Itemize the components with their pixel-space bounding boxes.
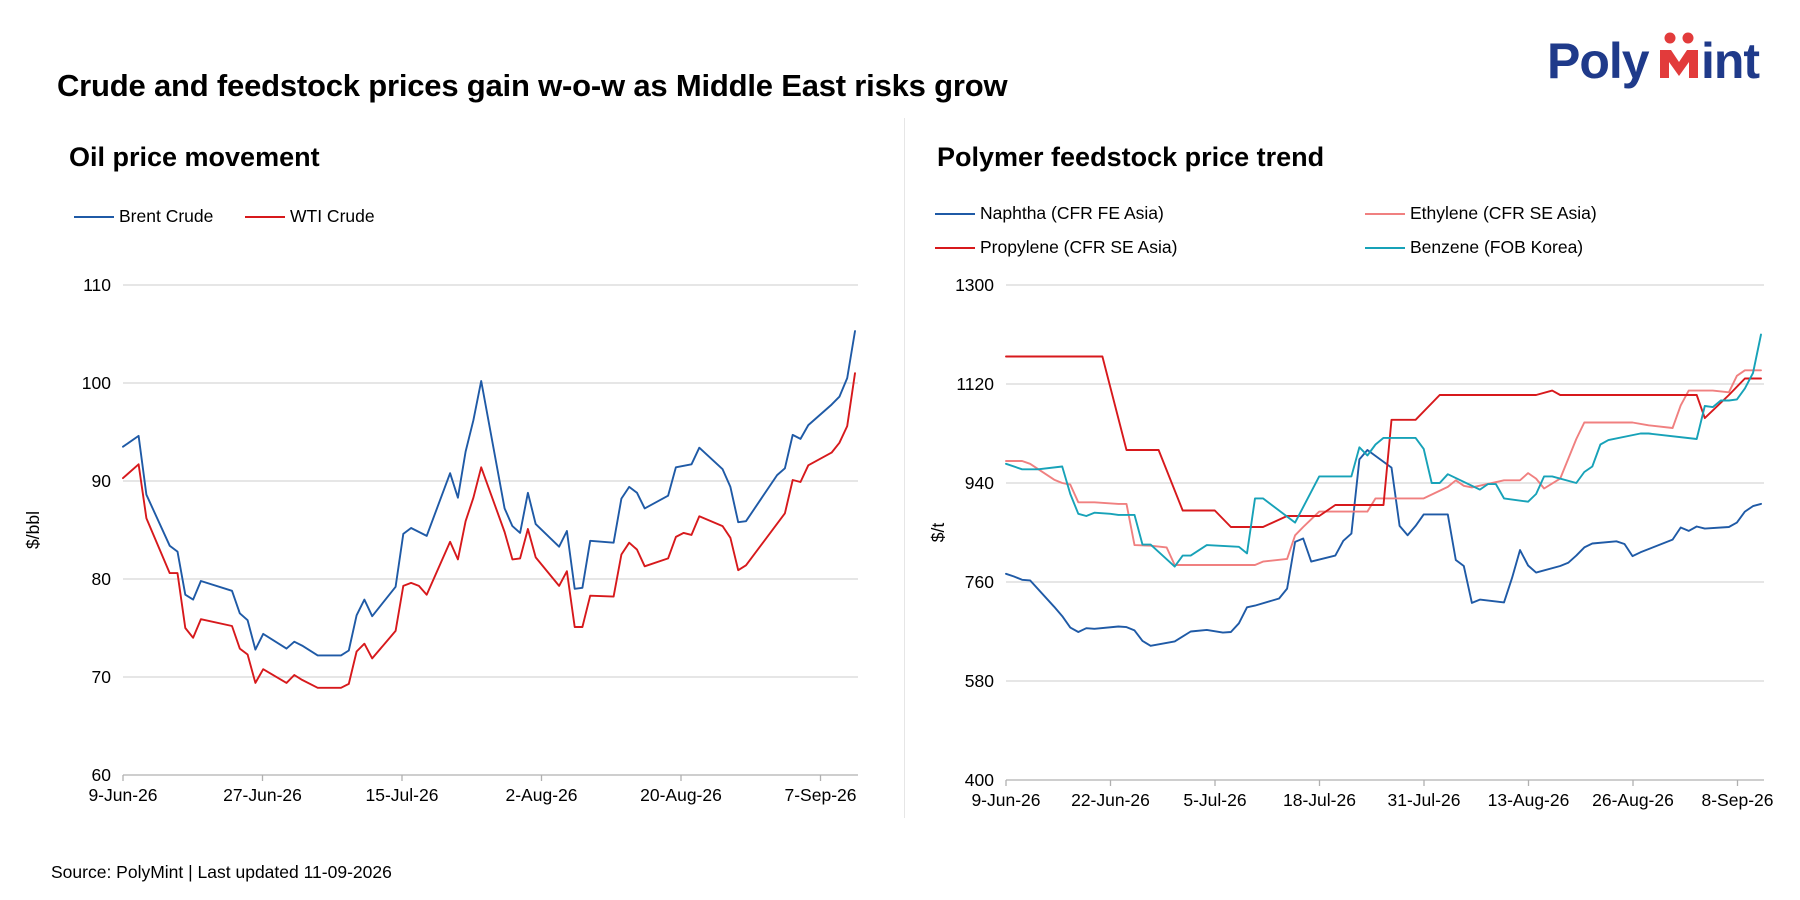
x-tick-label: 9-Jun-26 xyxy=(971,790,1040,810)
y-tick-label: 400 xyxy=(965,770,994,790)
legend-label-propylene: Propylene (CFR SE Asia) xyxy=(980,237,1178,257)
y-axis-label: $/bbl xyxy=(23,511,43,549)
legend-swatch-brent xyxy=(74,215,114,218)
x-tick-label: 8-Sep-26 xyxy=(1702,790,1774,810)
y-tick-label: 80 xyxy=(92,569,112,589)
left-chart-title: Oil price movement xyxy=(69,142,320,172)
legend-propylene: Propylene (CFR SE Asia) xyxy=(935,237,1177,258)
svg-text:int: int xyxy=(1701,33,1760,89)
y-tick-label: 760 xyxy=(965,572,994,592)
legend-benzene: Benzene (FOB Korea) xyxy=(1365,237,1583,258)
legend-swatch-propylene xyxy=(935,246,975,249)
polymint-logo: Poly int xyxy=(1545,20,1775,92)
y-tick-label: 70 xyxy=(92,667,112,687)
legend-label-brent: Brent Crude xyxy=(119,206,214,226)
x-tick-label: 20-Aug-26 xyxy=(640,785,722,805)
y-tick-label: 110 xyxy=(83,275,111,295)
series-line-brent xyxy=(122,330,856,657)
series-line-propylene xyxy=(1005,355,1762,528)
oil-price-chart: 60 70 80 90 100 110 9-Jun-26 27-Jun-26 15-Jul-26… xyxy=(23,275,858,805)
series-line-naphtha xyxy=(1005,449,1762,647)
legend-swatch-benzene xyxy=(1365,246,1405,249)
feedstock-price-chart: 400 580 760 940 1120 1300 9-Jun-26 22-Jun-26 5-J… xyxy=(928,275,1774,810)
y-tick-label: 1120 xyxy=(956,374,994,394)
legend-ethylene: Ethylene (CFR SE Asia) xyxy=(1365,203,1597,224)
legend-swatch-ethylene xyxy=(1365,212,1405,215)
x-tick-label: 9-Jun-26 xyxy=(88,785,157,805)
x-tick-label: 31-Jul-26 xyxy=(1388,790,1461,810)
legend-label-naphtha: Naphtha (CFR FE Asia) xyxy=(980,203,1164,223)
y-tick-label: 1300 xyxy=(955,275,994,295)
legend-swatch-wti xyxy=(245,215,285,218)
x-tick-label: 26-Aug-26 xyxy=(1592,790,1674,810)
page-headline: Crude and feedstock prices gain w-o-w as… xyxy=(57,68,1008,103)
series-line-wti xyxy=(122,372,856,689)
legend-label-benzene: Benzene (FOB Korea) xyxy=(1410,237,1584,257)
legend-label-ethylene: Ethylene (CFR SE Asia) xyxy=(1410,203,1597,223)
source-note: Source: PolyMint | Last updated 11-09-20… xyxy=(51,862,392,882)
x-tick-label: 2-Aug-26 xyxy=(506,785,578,805)
y-tick-label: 100 xyxy=(82,373,111,393)
x-tick-label: 15-Jul-26 xyxy=(366,785,439,805)
legend-brent: Brent Crude xyxy=(74,206,213,227)
legend-wti: WTI Crude xyxy=(245,206,375,227)
x-tick-label: 13-Aug-26 xyxy=(1488,790,1570,810)
x-tick-label: 27-Jun-26 xyxy=(223,785,302,805)
legend-naphtha: Naphtha (CFR FE Asia) xyxy=(935,203,1164,224)
legend-swatch-naphtha xyxy=(935,212,975,215)
panel-divider xyxy=(904,118,905,818)
y-tick-label: 940 xyxy=(965,473,994,493)
svg-text:Poly: Poly xyxy=(1547,33,1650,89)
y-tick-label: 90 xyxy=(92,471,112,491)
x-tick-label: 22-Jun-26 xyxy=(1071,790,1150,810)
right-chart-title: Polymer feedstock price trend xyxy=(937,142,1325,172)
x-tick-label: 18-Jul-26 xyxy=(1283,790,1356,810)
y-tick-label: 60 xyxy=(92,765,112,785)
legend-label-wti: WTI Crude xyxy=(290,206,375,226)
x-tick-label: 7-Sep-26 xyxy=(785,785,857,805)
y-axis-label: $/t xyxy=(928,523,948,543)
series-line-benzene xyxy=(1005,333,1762,568)
series-line-ethylene xyxy=(1005,369,1762,566)
x-tick-label: 5-Jul-26 xyxy=(1183,790,1246,810)
y-tick-label: 580 xyxy=(965,671,994,691)
